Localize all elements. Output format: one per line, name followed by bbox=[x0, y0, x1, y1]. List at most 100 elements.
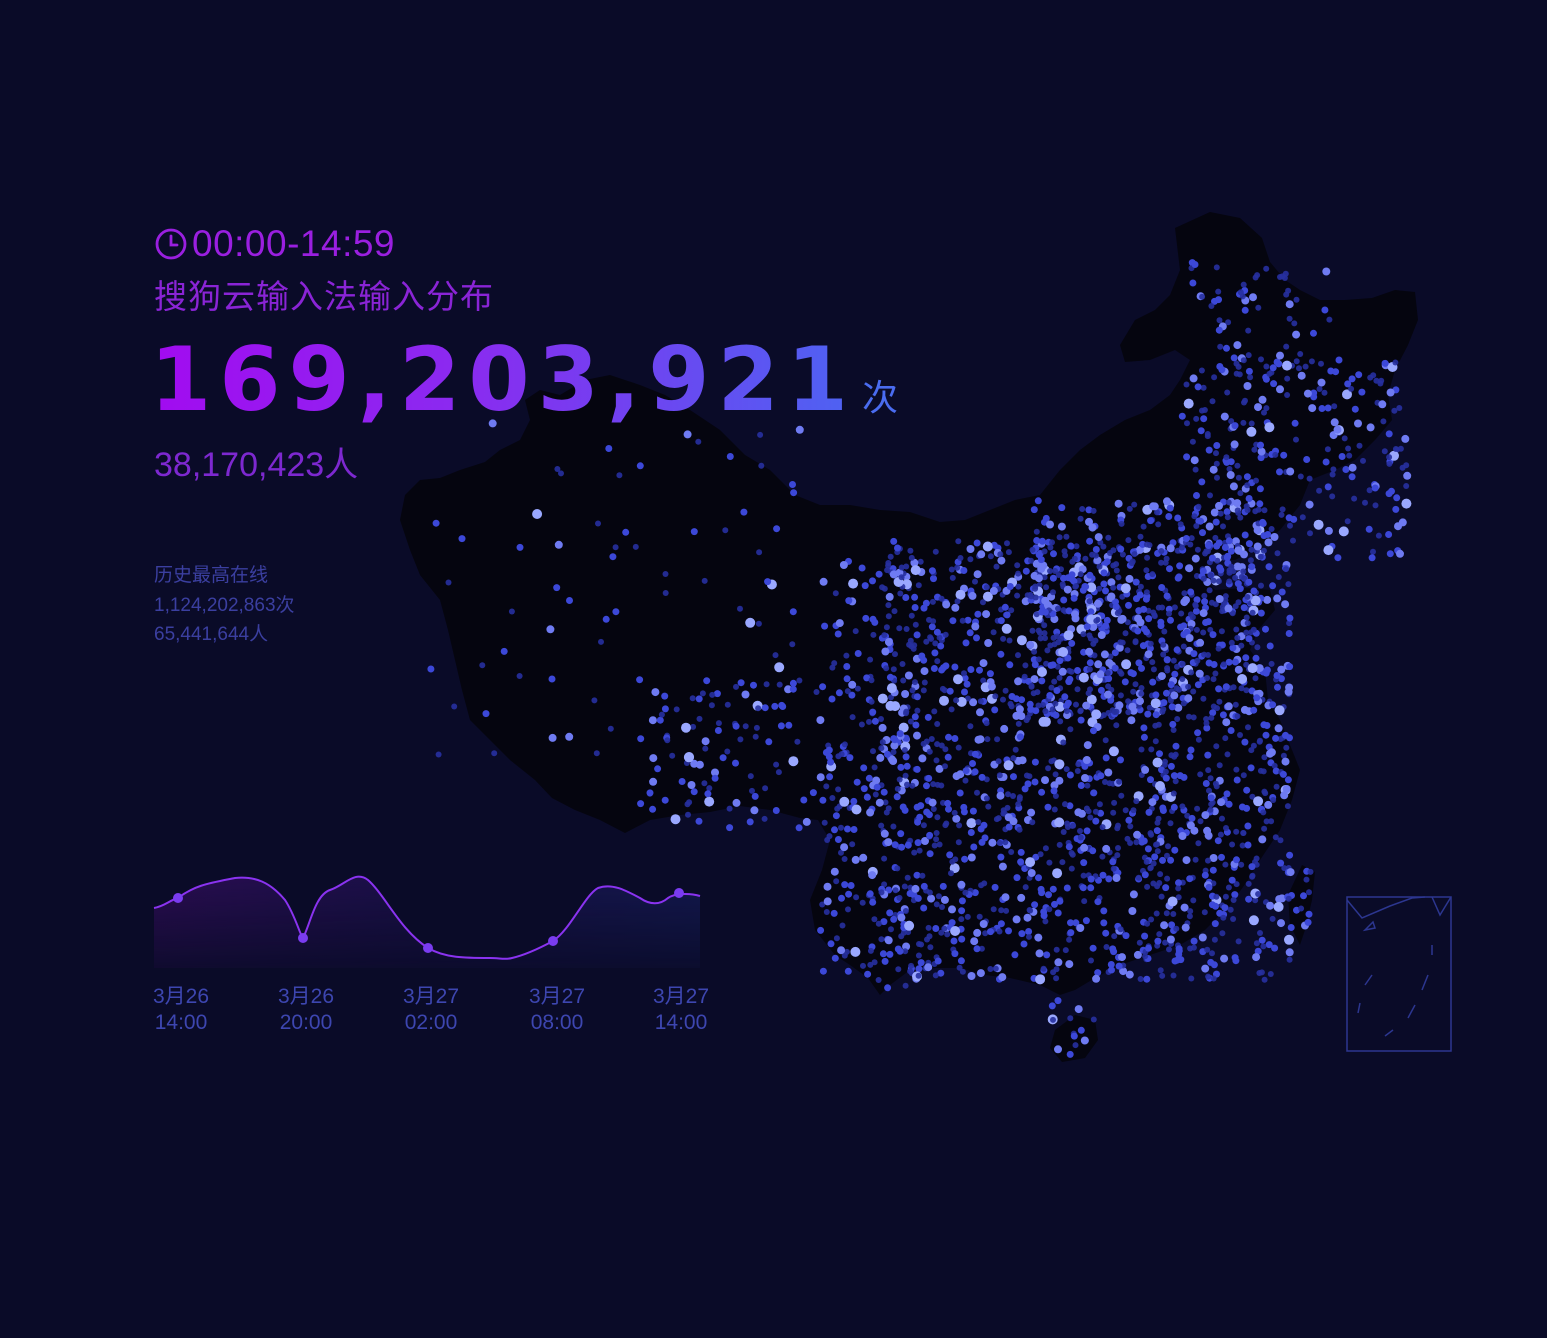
input-dot bbox=[1273, 672, 1281, 679]
input-dot bbox=[935, 764, 944, 773]
input-dot bbox=[704, 796, 715, 807]
input-dot bbox=[967, 853, 976, 862]
input-dot bbox=[1232, 574, 1239, 581]
input-dot bbox=[813, 689, 820, 695]
input-dot bbox=[889, 757, 898, 765]
input-dot bbox=[1385, 531, 1393, 538]
input-dot bbox=[681, 722, 691, 733]
input-dot bbox=[1107, 578, 1116, 587]
input-dot bbox=[946, 851, 954, 859]
input-dot bbox=[1324, 446, 1331, 453]
input-dot bbox=[1334, 554, 1342, 562]
input-dot bbox=[984, 736, 991, 743]
input-dot bbox=[1275, 360, 1283, 368]
input-dot bbox=[1284, 687, 1293, 696]
input-dot bbox=[1249, 293, 1257, 302]
input-dot bbox=[849, 714, 856, 721]
input-dot bbox=[1207, 775, 1214, 782]
input-dot bbox=[971, 622, 980, 631]
input-dot bbox=[1212, 780, 1219, 787]
input-dot bbox=[673, 706, 680, 713]
input-dot bbox=[1247, 557, 1254, 564]
input-dot bbox=[1011, 951, 1019, 959]
input-dot bbox=[1015, 801, 1022, 808]
input-dot bbox=[1001, 623, 1012, 634]
input-dot bbox=[859, 899, 866, 906]
input-dot bbox=[1059, 859, 1066, 866]
inset-frame bbox=[1346, 896, 1452, 1052]
input-dot bbox=[1060, 596, 1068, 604]
input-dot bbox=[1388, 487, 1395, 495]
input-dot bbox=[661, 692, 669, 700]
input-dot bbox=[909, 687, 916, 694]
input-dot bbox=[1016, 796, 1023, 803]
input-dot bbox=[978, 773, 986, 781]
input-dot bbox=[1285, 630, 1293, 637]
input-dot bbox=[1214, 557, 1221, 564]
input-dot bbox=[591, 697, 598, 704]
input-dot bbox=[1087, 814, 1094, 821]
input-dot bbox=[1122, 807, 1129, 814]
input-dot bbox=[890, 823, 897, 830]
input-dot bbox=[985, 803, 992, 810]
input-dot bbox=[898, 722, 909, 733]
input-dot bbox=[1214, 837, 1222, 845]
trend-x-label-date: 3月27 bbox=[652, 985, 710, 1008]
input-dot bbox=[997, 650, 1005, 658]
input-dot bbox=[939, 685, 946, 692]
input-dot bbox=[1020, 940, 1028, 948]
input-dot bbox=[690, 759, 699, 768]
input-dot bbox=[776, 681, 783, 688]
trend-x-label-time: 14:00 bbox=[154, 1011, 208, 1034]
input-dot bbox=[1134, 627, 1142, 635]
input-dot bbox=[1087, 608, 1095, 616]
input-dot bbox=[1099, 824, 1106, 831]
input-dot bbox=[1063, 630, 1074, 641]
input-dot bbox=[598, 638, 604, 645]
input-dot bbox=[891, 608, 898, 615]
input-dot bbox=[1000, 807, 1007, 814]
input-dot bbox=[1198, 367, 1205, 374]
input-dot bbox=[637, 800, 645, 808]
input-dot bbox=[1354, 419, 1362, 428]
input-dot bbox=[1330, 418, 1339, 427]
input-dot bbox=[1211, 936, 1218, 943]
input-dot bbox=[1282, 731, 1289, 739]
input-dot bbox=[1284, 934, 1294, 945]
input-dot bbox=[1108, 966, 1115, 974]
input-dot bbox=[1233, 499, 1242, 508]
input-dot bbox=[762, 785, 769, 792]
input-dot bbox=[1208, 801, 1215, 808]
input-dot bbox=[838, 894, 845, 902]
input-dot bbox=[1240, 705, 1249, 714]
input-dot bbox=[737, 605, 743, 612]
input-dot bbox=[554, 540, 563, 549]
input-dot bbox=[1178, 412, 1186, 420]
input-dot bbox=[1112, 603, 1120, 611]
input-dot bbox=[1181, 590, 1188, 597]
input-dot bbox=[988, 838, 997, 847]
input-dot bbox=[971, 889, 979, 897]
input-dot bbox=[1149, 571, 1156, 578]
input-dot bbox=[1184, 812, 1191, 819]
input-dot bbox=[1158, 584, 1166, 591]
input-dot bbox=[1086, 666, 1093, 673]
input-dot bbox=[932, 925, 940, 932]
input-dot bbox=[1002, 687, 1009, 694]
input-dot bbox=[1197, 517, 1204, 525]
input-dot bbox=[1119, 551, 1126, 558]
input-dot bbox=[1144, 554, 1151, 561]
input-dot bbox=[740, 508, 748, 516]
input-dot bbox=[1160, 651, 1167, 658]
input-dot bbox=[1247, 764, 1255, 772]
input-dot bbox=[1167, 896, 1178, 907]
input-dot bbox=[961, 688, 968, 696]
input-dot bbox=[1194, 657, 1201, 664]
input-dot bbox=[1125, 709, 1132, 716]
input-dot bbox=[1204, 946, 1211, 953]
input-dot bbox=[1341, 435, 1348, 442]
input-dot bbox=[508, 608, 515, 615]
input-dot bbox=[1269, 915, 1276, 922]
input-dot bbox=[1380, 418, 1387, 425]
input-dot bbox=[1362, 499, 1368, 506]
